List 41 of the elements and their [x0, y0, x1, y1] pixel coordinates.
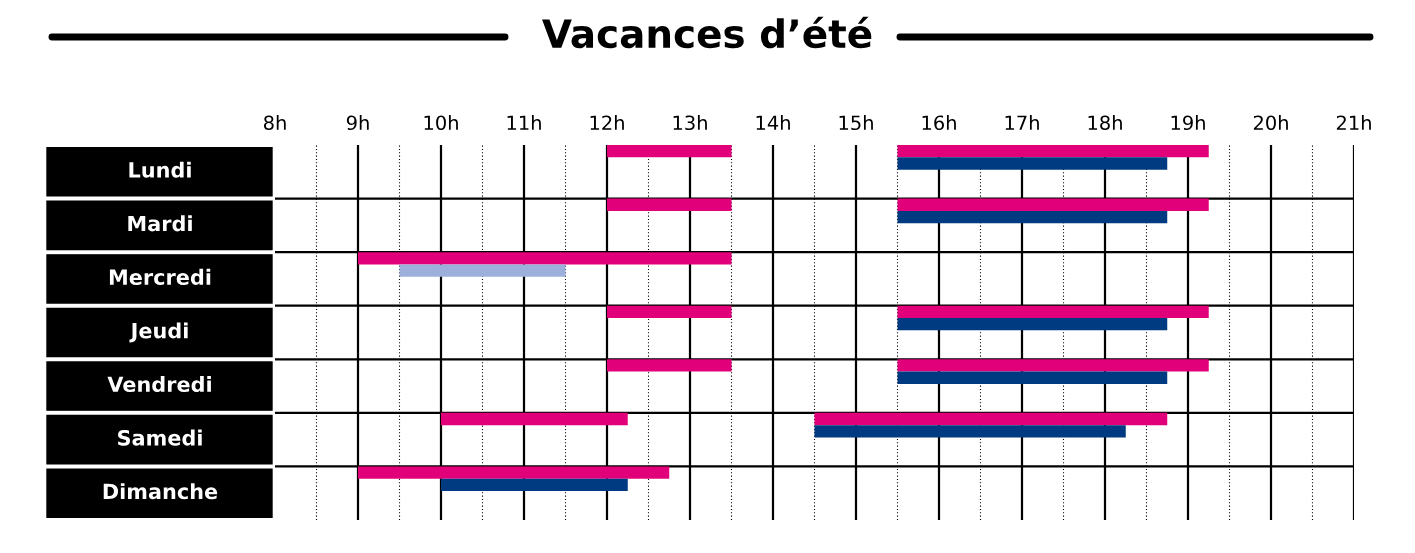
- bar: [607, 145, 732, 158]
- y-tick-label: Lundi: [129, 161, 191, 178]
- x-tick-label: 8h: [263, 115, 286, 131]
- bar: [358, 466, 670, 479]
- bar: [897, 371, 1168, 384]
- bar: [441, 478, 628, 492]
- x-tick-label: 15h: [839, 115, 873, 131]
- y-tick-label: Samedi: [118, 429, 202, 446]
- bar: [897, 305, 1209, 319]
- y-tick-label: Dimanche: [103, 483, 218, 500]
- bar: [814, 412, 1168, 426]
- x-tick-label: 9h: [346, 115, 369, 131]
- x-tick-label: 19h: [1171, 115, 1205, 131]
- bar: [607, 305, 732, 319]
- bar: [897, 210, 1168, 224]
- x-tick-label: 16h: [922, 115, 956, 131]
- x-tick-label: 12h: [590, 115, 624, 130]
- bar: [399, 264, 566, 277]
- x-tick-label: 13h: [673, 115, 707, 131]
- bar: [897, 318, 1168, 331]
- x-tick-label: 17h: [1005, 115, 1039, 130]
- x-tick-label: 21h: [1336, 115, 1371, 130]
- bar: [607, 198, 732, 211]
- bar: [897, 145, 1209, 158]
- x-tick-label: 11h: [507, 115, 541, 130]
- bar: [897, 198, 1209, 211]
- bar: [897, 157, 1168, 170]
- y-tick-label: Mardi: [128, 215, 192, 232]
- bar: [897, 359, 1209, 372]
- bar: [441, 412, 628, 426]
- x-tick-label: 20h: [1253, 115, 1288, 131]
- y-tick-label: Mercredi: [109, 268, 211, 285]
- bar: [607, 359, 732, 372]
- chart-title: Vacances d’été: [542, 16, 872, 49]
- x-tick-label: 10h: [424, 115, 458, 131]
- y-tick-label: Jeudi: [129, 322, 188, 343]
- y-tick-label: Vendredi: [107, 375, 211, 393]
- bar: [358, 252, 732, 265]
- x-tick-label: 14h: [756, 115, 790, 130]
- bar: [814, 425, 1126, 438]
- x-tick-label: 18h: [1088, 115, 1122, 131]
